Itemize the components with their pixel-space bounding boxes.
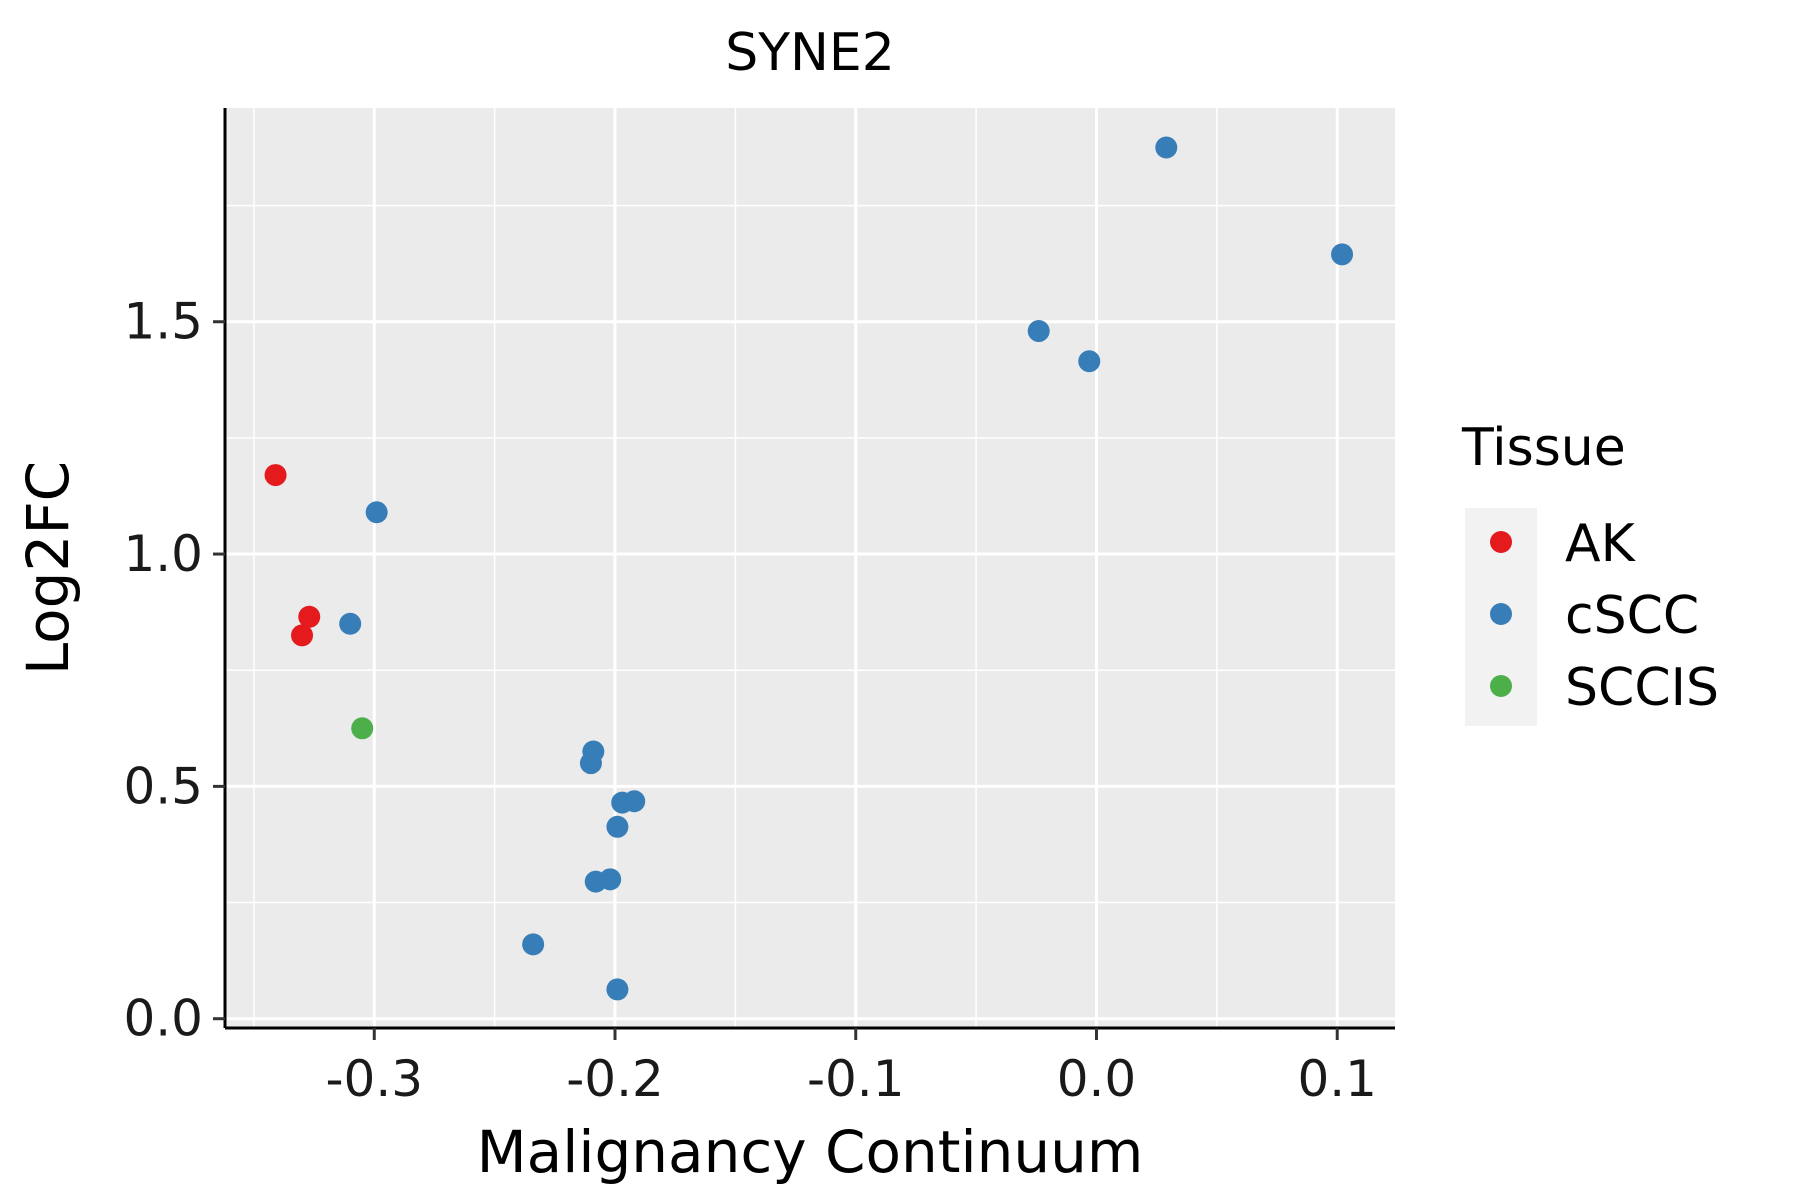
y-tick-label: 1.0 [123, 525, 203, 583]
data-point-cscc [579, 752, 602, 775]
data-point-cscc [606, 815, 629, 838]
y-tick-label: 1.5 [123, 293, 203, 351]
data-points [264, 136, 1354, 1001]
data-point-sccis [351, 717, 374, 740]
legend: Tissue AK cSCC SCCIS [1461, 418, 1719, 726]
legend-items: AK cSCC SCCIS [1490, 514, 1719, 718]
x-axis-title: Malignancy Continuum [477, 1118, 1144, 1186]
legend-label-ak: AK [1565, 514, 1637, 574]
data-point-cscc [339, 612, 362, 635]
legend-label-cscc: cSCC [1565, 586, 1699, 646]
legend-key-cscc [1490, 603, 1512, 625]
y-tick-label: 0.5 [123, 757, 203, 815]
data-point-cscc [1331, 243, 1354, 266]
grid-minor [225, 108, 1395, 1028]
data-point-cscc [1078, 350, 1101, 373]
data-point-cscc [1155, 136, 1178, 159]
x-tick-label: -0.1 [807, 1050, 905, 1108]
chart-title: SYNE2 [725, 23, 895, 83]
data-point-cscc [522, 933, 545, 956]
data-point-cscc [365, 501, 388, 524]
data-point-cscc [611, 791, 634, 814]
data-point-ak [298, 605, 321, 628]
x-tick-label: -0.3 [325, 1050, 423, 1108]
grid-major [225, 108, 1395, 1028]
legend-label-sccis: SCCIS [1565, 658, 1719, 718]
y-tick-label: 0.0 [123, 990, 203, 1048]
x-tick-label: 0.0 [1057, 1050, 1137, 1108]
y-axis-ticks: 0.0 0.5 1.0 1.5 [123, 293, 225, 1048]
data-point-cscc [584, 870, 607, 893]
data-point-ak [264, 464, 287, 487]
x-tick-label: -0.2 [566, 1050, 664, 1108]
x-axis-ticks: -0.3 -0.2 -0.1 0.0 0.1 [325, 1028, 1377, 1108]
plot-panel [225, 108, 1395, 1028]
legend-title: Tissue [1461, 418, 1626, 478]
data-point-cscc [606, 978, 629, 1001]
data-point-ak [291, 624, 314, 647]
legend-key-sccis [1490, 675, 1512, 697]
x-tick-label: 0.1 [1297, 1050, 1377, 1108]
y-axis-title: Log2FC [14, 461, 82, 675]
legend-key-ak [1490, 531, 1512, 553]
data-point-cscc [1027, 320, 1050, 343]
